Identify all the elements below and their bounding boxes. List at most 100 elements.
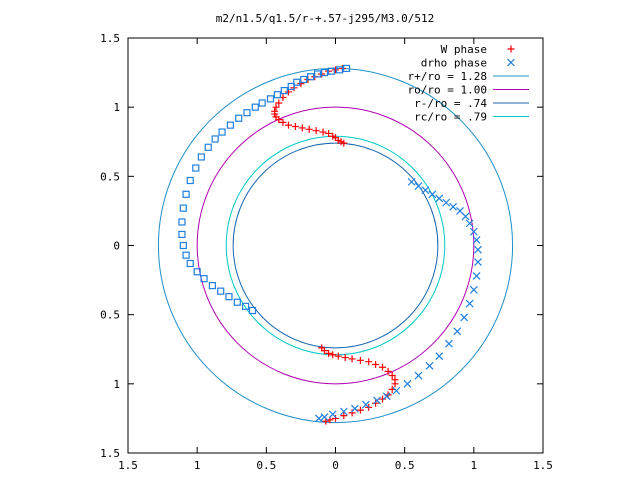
data-point bbox=[350, 404, 359, 413]
data-point bbox=[320, 347, 328, 355]
data-point bbox=[248, 306, 257, 315]
data-point bbox=[474, 245, 482, 254]
y-tick-label: 1.5 bbox=[100, 447, 120, 460]
legend-item: r+/ro = 1.28 bbox=[408, 70, 529, 83]
y-tick-label: 1 bbox=[113, 101, 120, 114]
y-tick-label: 0.5 bbox=[100, 170, 120, 183]
data-point bbox=[275, 116, 283, 124]
reference-circle-3 bbox=[225, 135, 446, 356]
data-point bbox=[197, 153, 205, 161]
data-point bbox=[461, 212, 470, 221]
data-point bbox=[379, 363, 387, 371]
x-tick-label: 0.5 bbox=[256, 459, 276, 472]
data-point bbox=[373, 396, 381, 405]
data-point bbox=[362, 400, 370, 409]
data-point bbox=[392, 386, 401, 395]
data-point bbox=[472, 272, 481, 280]
data-point bbox=[275, 99, 283, 107]
data-point bbox=[211, 135, 219, 143]
x-tick-label: 1 bbox=[471, 459, 478, 472]
y-tick-label: 1.5 bbox=[100, 32, 120, 45]
data-series bbox=[178, 64, 482, 425]
data-point bbox=[449, 202, 458, 211]
data-point bbox=[272, 103, 280, 111]
data-point bbox=[300, 75, 308, 84]
data-point bbox=[328, 410, 337, 419]
x-tick-label: 1.5 bbox=[533, 459, 553, 472]
data-point bbox=[287, 82, 295, 91]
data-point bbox=[435, 352, 444, 361]
data-point bbox=[280, 86, 288, 95]
chart-title: m2/n1.5/q1.5/r-+.57-j295/M3.0/512 bbox=[216, 12, 435, 25]
reference-circle-2 bbox=[232, 142, 439, 349]
data-point bbox=[472, 236, 481, 244]
series-1 bbox=[314, 177, 482, 423]
data-point bbox=[208, 282, 216, 290]
data-point bbox=[279, 118, 287, 126]
data-point bbox=[182, 251, 190, 259]
data-point bbox=[226, 121, 234, 129]
data-point bbox=[251, 103, 259, 111]
data-point bbox=[204, 143, 212, 151]
data-point bbox=[273, 91, 281, 99]
data-point bbox=[348, 409, 356, 417]
data-point bbox=[339, 407, 348, 416]
data-point bbox=[336, 66, 344, 74]
data-point bbox=[435, 194, 444, 203]
data-point bbox=[243, 109, 251, 117]
data-point bbox=[327, 67, 335, 75]
data-point bbox=[179, 241, 187, 250]
data-point bbox=[313, 70, 322, 78]
data-point bbox=[312, 127, 320, 135]
legend-label: ro/ro = 1.00 bbox=[408, 84, 487, 97]
data-point bbox=[258, 99, 266, 107]
data-point bbox=[356, 356, 364, 364]
data-point bbox=[348, 355, 356, 363]
data-point bbox=[329, 351, 337, 359]
data-point bbox=[291, 123, 299, 131]
data-point bbox=[325, 129, 333, 137]
data-point bbox=[178, 218, 186, 226]
data-point bbox=[340, 412, 348, 420]
data-point bbox=[453, 327, 462, 336]
legend-label: drho phase bbox=[421, 57, 487, 70]
data-point bbox=[403, 379, 412, 388]
legend-item: W phase bbox=[441, 43, 515, 56]
data-point bbox=[421, 186, 430, 195]
data-point bbox=[193, 268, 201, 276]
data-point bbox=[469, 227, 478, 236]
data-point bbox=[425, 361, 434, 370]
data-point bbox=[391, 380, 399, 388]
data-point bbox=[384, 367, 392, 375]
legend-item: ro/ro = 1.00 bbox=[408, 84, 529, 97]
legend-item: rc/ro = .79 bbox=[414, 111, 529, 124]
data-point bbox=[266, 95, 275, 103]
data-point bbox=[186, 259, 194, 268]
axis-ticks: 1.5 1 0.5 0 0.5 1 1.51.510.500.511.5 bbox=[100, 32, 553, 472]
data-point bbox=[445, 339, 453, 348]
x-tick-label: 0 bbox=[332, 459, 339, 472]
series-0 bbox=[271, 64, 399, 425]
legend-marker bbox=[507, 58, 515, 67]
x-tick-label: 1 bbox=[194, 459, 201, 472]
data-point bbox=[182, 190, 190, 198]
data-point bbox=[356, 406, 364, 414]
data-point bbox=[460, 313, 469, 322]
reference-circle-1 bbox=[196, 106, 475, 385]
y-tick-label: 0 bbox=[113, 240, 120, 253]
legend-label: W phase bbox=[441, 43, 487, 56]
data-point bbox=[365, 358, 373, 366]
data-point bbox=[341, 354, 349, 362]
data-point bbox=[414, 371, 423, 380]
x-tick-label: 0.5 bbox=[395, 459, 415, 472]
data-point bbox=[298, 124, 306, 132]
y-tick-label: 0.5 bbox=[100, 309, 120, 322]
data-point bbox=[342, 64, 351, 73]
legend-item: drho phase bbox=[421, 57, 515, 70]
data-point bbox=[218, 128, 226, 136]
data-point bbox=[325, 349, 333, 357]
data-point bbox=[241, 302, 250, 310]
data-point bbox=[469, 285, 478, 294]
legend-label: rc/ro = .79 bbox=[414, 111, 487, 124]
